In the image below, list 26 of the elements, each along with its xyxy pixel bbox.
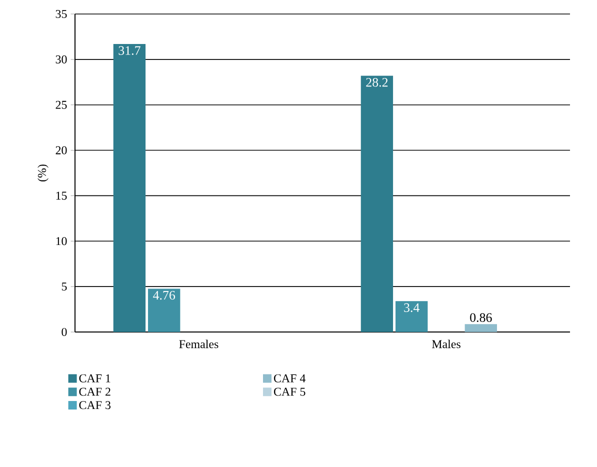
- x-tick-label: Females: [179, 340, 218, 348]
- y-axis-title: (%): [38, 164, 48, 182]
- bar: [464, 324, 497, 332]
- data-label: 31.7: [118, 46, 140, 55]
- bar: [360, 76, 394, 332]
- y-tick-label: 35: [56, 10, 67, 18]
- bar: [396, 301, 428, 332]
- legend-label: CAF 3: [79, 401, 111, 410]
- y-tick-label: 5: [62, 282, 67, 291]
- bar: [148, 288, 180, 332]
- legend-label: CAF 1: [79, 374, 110, 382]
- legend-label: CAF 2: [79, 388, 110, 396]
- bar: [113, 44, 146, 332]
- data-label: 3.4: [404, 303, 420, 312]
- data-label: 0.86: [470, 313, 492, 322]
- y-tick-label: 25: [56, 100, 67, 109]
- y-tick-label: 15: [56, 192, 67, 200]
- y-tick-label: 30: [56, 55, 67, 64]
- data-label: 28.2: [366, 78, 388, 87]
- x-tick-label: Males: [432, 340, 460, 348]
- y-tick-label: 20: [56, 146, 67, 154]
- legend-label: CAF 5: [274, 388, 306, 396]
- legend-label: CAF 4: [274, 374, 306, 382]
- y-tick-label: 10: [56, 237, 67, 246]
- data-label: 4.76: [153, 290, 176, 300]
- y-tick-label: 0: [62, 328, 67, 336]
